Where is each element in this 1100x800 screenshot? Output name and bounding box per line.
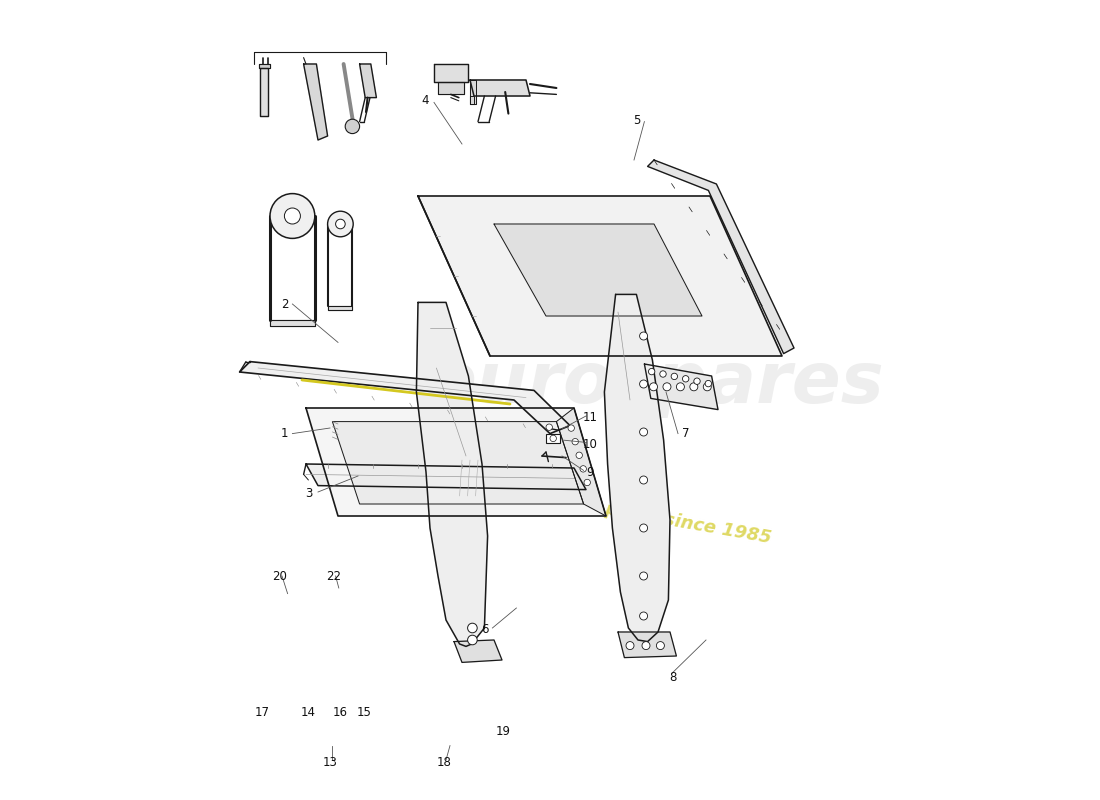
Circle shape (657, 642, 664, 650)
Circle shape (550, 435, 557, 442)
Polygon shape (557, 408, 606, 516)
Circle shape (639, 524, 648, 532)
Polygon shape (470, 80, 530, 96)
Polygon shape (470, 96, 474, 104)
Text: 11: 11 (583, 411, 597, 424)
Polygon shape (648, 160, 794, 354)
Text: 1: 1 (280, 427, 288, 440)
Polygon shape (434, 64, 469, 82)
Text: 16: 16 (333, 706, 348, 718)
Circle shape (584, 479, 591, 486)
Text: 7: 7 (682, 427, 690, 440)
Circle shape (285, 208, 300, 224)
Polygon shape (604, 294, 670, 642)
Circle shape (546, 424, 552, 430)
Circle shape (336, 219, 345, 229)
Circle shape (576, 452, 582, 458)
Circle shape (468, 635, 477, 645)
Polygon shape (618, 632, 676, 658)
Text: 6: 6 (481, 623, 488, 636)
Polygon shape (261, 68, 268, 116)
Circle shape (626, 642, 634, 650)
Text: 13: 13 (322, 756, 338, 769)
Text: 4: 4 (421, 94, 429, 107)
Text: 5: 5 (632, 114, 640, 126)
Text: 3: 3 (305, 487, 312, 500)
Circle shape (639, 332, 648, 340)
Circle shape (660, 370, 667, 377)
Text: 18: 18 (437, 756, 452, 769)
Text: 20: 20 (272, 570, 287, 582)
Polygon shape (438, 82, 464, 94)
Circle shape (690, 382, 697, 391)
Polygon shape (360, 64, 376, 98)
Text: 19: 19 (496, 725, 512, 738)
Text: 8: 8 (670, 671, 676, 684)
Text: 10: 10 (583, 438, 597, 451)
Circle shape (328, 211, 353, 237)
Circle shape (649, 368, 654, 374)
Polygon shape (332, 422, 584, 504)
Text: 15: 15 (358, 706, 372, 718)
Circle shape (639, 476, 648, 484)
Circle shape (682, 375, 689, 382)
Polygon shape (329, 306, 352, 310)
Polygon shape (270, 320, 315, 326)
Circle shape (639, 380, 648, 388)
Polygon shape (454, 640, 502, 662)
Text: 17: 17 (254, 706, 270, 718)
Polygon shape (494, 224, 702, 316)
Circle shape (703, 382, 712, 391)
Circle shape (580, 466, 586, 472)
Polygon shape (418, 196, 782, 356)
Circle shape (639, 612, 648, 620)
Circle shape (568, 425, 574, 431)
Circle shape (572, 438, 579, 445)
Circle shape (663, 382, 671, 391)
Circle shape (270, 194, 315, 238)
Text: eurospares: eurospares (427, 350, 884, 418)
Circle shape (649, 382, 658, 391)
Polygon shape (258, 64, 270, 68)
Text: a passion for parts since 1985: a passion for parts since 1985 (468, 477, 773, 547)
Circle shape (694, 378, 701, 384)
Polygon shape (470, 80, 476, 104)
Circle shape (705, 380, 712, 386)
Circle shape (639, 428, 648, 436)
Text: 9: 9 (586, 466, 594, 479)
Text: 22: 22 (327, 570, 341, 582)
Polygon shape (417, 302, 487, 646)
Circle shape (639, 572, 648, 580)
Polygon shape (306, 408, 606, 516)
Circle shape (676, 382, 684, 391)
Polygon shape (240, 362, 570, 434)
Polygon shape (645, 364, 718, 410)
Polygon shape (306, 464, 586, 490)
Text: 14: 14 (301, 706, 316, 718)
Circle shape (642, 642, 650, 650)
Circle shape (468, 623, 477, 633)
Polygon shape (304, 64, 328, 140)
Bar (546, 434, 560, 443)
Text: 2: 2 (280, 298, 288, 310)
Circle shape (345, 119, 360, 134)
Circle shape (671, 373, 678, 379)
